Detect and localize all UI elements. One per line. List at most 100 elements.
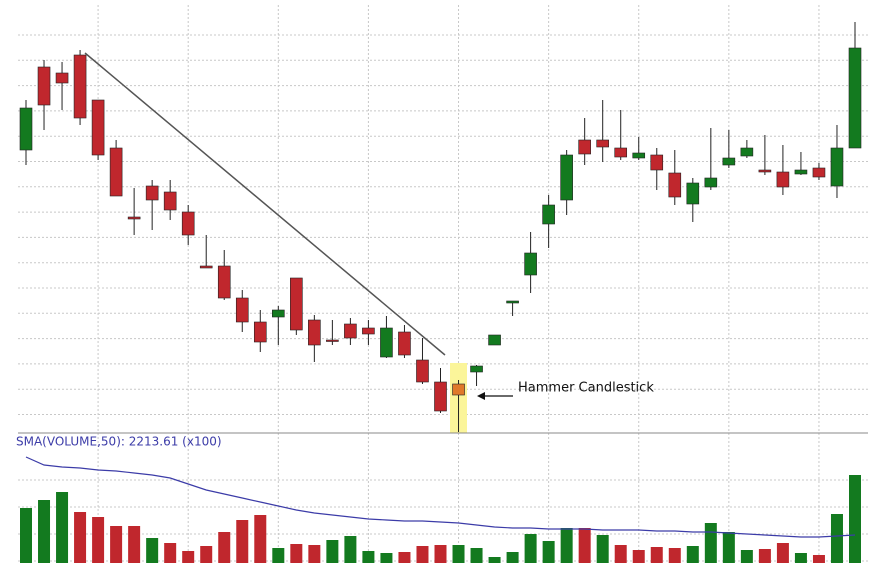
volume-bar bbox=[128, 526, 141, 563]
volume-bar bbox=[596, 535, 609, 563]
candle-body bbox=[758, 169, 772, 173]
volume-bar bbox=[849, 475, 861, 563]
volume-bar bbox=[776, 543, 789, 563]
volume-bar bbox=[506, 552, 519, 563]
volume-bar bbox=[740, 550, 753, 563]
volume-bar bbox=[146, 538, 159, 563]
candle-body bbox=[812, 167, 826, 178]
candle-body bbox=[127, 216, 141, 220]
volume-bar bbox=[236, 520, 249, 563]
candle-body bbox=[326, 339, 339, 342]
volume-bar bbox=[578, 528, 591, 563]
volume-bar bbox=[632, 550, 645, 563]
volume-bar bbox=[794, 553, 807, 563]
sma-line bbox=[25, 456, 856, 538]
volume-bar bbox=[344, 536, 357, 563]
grid bbox=[18, 5, 868, 563]
candle-body bbox=[55, 72, 69, 84]
volume-bar bbox=[524, 534, 537, 563]
volume-bar bbox=[434, 545, 447, 563]
volume-bar bbox=[398, 552, 411, 563]
volume-bar bbox=[38, 500, 51, 563]
candle-body bbox=[163, 191, 177, 211]
annotation: Hammer Candlestick bbox=[518, 381, 654, 396]
candle-body bbox=[488, 334, 501, 346]
volume-bar bbox=[380, 553, 393, 563]
sma-label: SMA(VOLUME,50): 2213.61 (x100) bbox=[16, 435, 222, 449]
candle-body bbox=[794, 169, 808, 175]
volume-bar bbox=[164, 543, 177, 563]
candle-body bbox=[362, 327, 375, 335]
candle-body bbox=[308, 319, 321, 346]
candle-body bbox=[398, 331, 411, 356]
candle-body bbox=[542, 204, 555, 225]
candle-body bbox=[704, 177, 718, 188]
volume-bar bbox=[218, 532, 231, 563]
volume-bar bbox=[200, 546, 213, 563]
candle-body bbox=[253, 321, 267, 343]
volume-bar bbox=[182, 551, 195, 563]
volume-bar bbox=[20, 508, 32, 563]
volume-bar bbox=[416, 546, 429, 563]
volume-bar bbox=[542, 541, 555, 563]
volume-bar bbox=[254, 515, 267, 563]
candle-body bbox=[145, 185, 159, 201]
candle-body bbox=[235, 297, 249, 323]
volume-bar bbox=[326, 540, 339, 563]
volume-bar bbox=[272, 548, 285, 563]
candle-body bbox=[596, 139, 609, 148]
candle-body bbox=[470, 365, 483, 373]
candle-body bbox=[722, 157, 736, 166]
candle-body bbox=[632, 152, 646, 159]
volume-bar bbox=[452, 545, 465, 563]
arrow-head bbox=[477, 392, 485, 400]
volume-bar bbox=[74, 512, 87, 563]
candle-body bbox=[217, 265, 231, 299]
candle-body bbox=[668, 172, 682, 198]
candle-body bbox=[272, 309, 285, 318]
candle-body bbox=[776, 171, 790, 188]
volume-bar bbox=[92, 517, 105, 563]
volume-bar bbox=[56, 492, 69, 563]
candle-body bbox=[91, 99, 105, 156]
candle-body bbox=[686, 182, 700, 205]
volume-bar bbox=[830, 514, 843, 563]
volume-bar bbox=[470, 548, 483, 563]
candle-body bbox=[73, 54, 87, 119]
candle-body bbox=[19, 107, 33, 151]
volume-bar bbox=[758, 549, 771, 563]
candle-body bbox=[290, 277, 303, 331]
candle-body bbox=[830, 147, 844, 187]
volume-bar bbox=[110, 526, 123, 563]
candle-body bbox=[37, 66, 51, 106]
candle-body bbox=[416, 359, 429, 383]
trend-line bbox=[84, 52, 446, 356]
candle-body bbox=[614, 147, 628, 158]
volume-bar bbox=[308, 545, 321, 563]
volume-bar bbox=[686, 546, 699, 563]
volume-bar bbox=[614, 545, 627, 563]
candle-body bbox=[344, 323, 357, 339]
candle-body bbox=[650, 154, 664, 171]
volume-bar bbox=[488, 557, 501, 563]
candle-body bbox=[848, 47, 862, 149]
candle-body bbox=[181, 211, 195, 236]
volume-bar bbox=[812, 555, 825, 563]
volume-bar bbox=[722, 532, 735, 563]
volume-bar bbox=[560, 528, 573, 563]
candle-body bbox=[199, 265, 213, 269]
volume-bar bbox=[668, 548, 681, 563]
volume-bar bbox=[290, 544, 303, 563]
volume-bar bbox=[650, 547, 663, 563]
volume-bar bbox=[704, 523, 717, 563]
candle-body bbox=[578, 139, 591, 155]
candle-body bbox=[560, 154, 573, 201]
candle-body bbox=[434, 381, 447, 412]
candle-body bbox=[506, 300, 519, 304]
candle-body bbox=[380, 327, 393, 358]
candle-body bbox=[109, 147, 123, 197]
volume-bar bbox=[362, 551, 375, 563]
candle-body bbox=[740, 147, 754, 157]
candle-body bbox=[452, 383, 465, 396]
